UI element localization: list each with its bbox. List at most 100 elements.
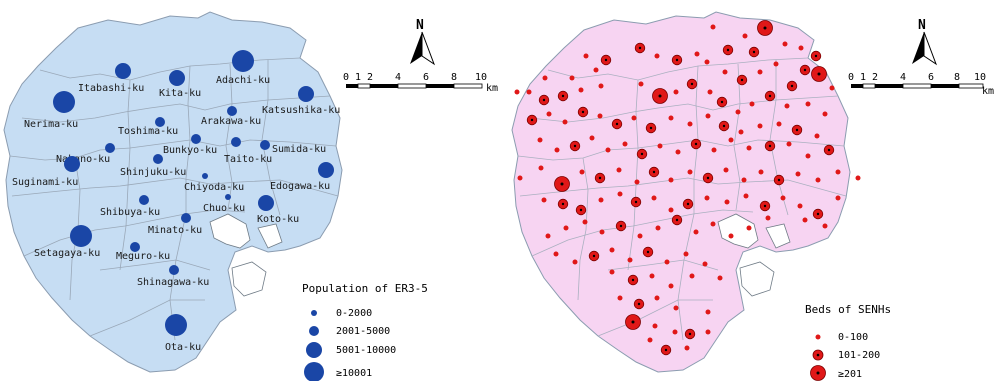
senh-symbol-core [649,126,653,130]
senh-symbol [694,51,700,57]
senh-symbol [822,223,828,229]
symbol-itabashi [115,63,131,79]
scale-tick-4: 4 [395,72,401,83]
senh-symbol-core [579,208,583,212]
senh-symbol-core [694,142,698,146]
senh-symbol [605,147,611,153]
senh-symbol [797,203,803,209]
legend-symbol-10001-plus [304,362,324,382]
scale-tick-6: 6 [423,72,429,83]
senh-symbol [689,273,695,279]
senh-symbol [717,275,723,281]
senh-symbol [545,233,551,239]
senh-symbol-core [631,320,635,324]
senh-symbol [616,167,622,173]
senh-symbol [773,61,779,67]
north-arrow-right: N [912,18,938,66]
senh-symbol [638,81,644,87]
senh-symbol [554,147,560,153]
symbol-kita [169,70,185,86]
senh-symbol [673,305,679,311]
senh-symbol [609,269,615,275]
senh-symbol [795,171,801,177]
senh-symbol-core [634,200,638,204]
senh-symbol-core [604,58,608,62]
label-nerima: Nerima-ku [24,119,78,130]
senh-symbol [723,167,729,173]
senh-symbol [722,69,728,75]
senh-symbol [687,169,693,175]
senh-symbol [546,111,552,117]
senh-symbol-core [664,348,668,352]
senh-symbol-core [752,50,756,54]
ward-boundaries-right [517,57,847,341]
senh-symbol-core [722,124,726,128]
legend-symbol-5001-10000 [306,342,322,358]
senh-symbol [765,215,771,221]
label-arakawa: Arakawa-ku [201,116,261,127]
population-legend: Population of ER3-5 0-2000 2001-5000 500… [302,282,428,382]
legend-label-2001-5000: 2001-5000 [336,326,390,337]
legend-label-0-2000: 0-2000 [336,308,372,319]
senh-symbol-core [652,170,656,174]
senh-symbol-core [803,68,807,72]
senh-symbol [541,197,547,203]
senh-symbol [829,85,835,91]
label-sumida: Sumida-ku [272,144,326,155]
tokyo-wards-outline-left [3,11,343,373]
senh-symbol-core [560,182,564,186]
legend-label-201-plus: ≥201 [838,369,862,380]
senh-symbol-core [768,94,772,98]
senh-symbol-core [638,46,642,50]
scale-bar-left: 0 1 2 4 6 8 10 km [343,72,498,94]
scale-right-tick-6: 6 [928,72,934,83]
senh-symbol [578,87,584,93]
senh-symbol [649,273,655,279]
senh-symbol [582,219,588,225]
senh-symbol [598,197,604,203]
senh-symbol [668,177,674,183]
scale-right-tick-2: 2 [872,72,878,83]
senh-symbol [749,101,755,107]
senh-symbol-core [827,148,831,152]
senh-symbol [693,229,699,235]
legend-symbol-101-200-core [816,353,820,357]
symbol-adachi [232,50,254,72]
senh-symbol [597,113,603,119]
senh-symbol [634,179,640,185]
senh-symbol [579,169,585,175]
label-setagaya: Setagaya-ku [34,248,100,259]
senh-symbol [798,45,804,51]
right-map: Beds of SENHs 0-100 101-200 ≥201 N 0 1 [511,11,994,381]
senh-symbol-core [615,122,619,126]
senh-symbol [780,195,786,201]
senh-symbol-core [720,100,724,104]
symbol-sumida [260,140,270,150]
senh-symbol [705,309,711,315]
senh-symbol [617,191,623,197]
senh-symbol-core [777,178,781,182]
senh-symbol [802,217,808,223]
scale-tick-1: 1 [355,72,361,83]
senh-symbol-core [816,212,820,216]
label-koto: Koto-ku [257,214,299,225]
senh-symbol [711,147,717,153]
north-label-right: N [918,18,926,33]
senh-symbol-core [675,218,679,222]
legend-label-101-200: 101-200 [838,350,880,361]
label-chuo: Chuo-ku [203,203,245,214]
senh-symbol [784,103,790,109]
senh-symbol [805,101,811,107]
senh-symbol [735,109,741,115]
label-toshima: Toshima-ku [118,126,178,137]
senh-symbol [835,195,841,201]
legend-symbol-0-2000 [311,310,317,316]
senh-symbol [758,169,764,175]
senh-symbol [704,59,710,65]
senh-symbol-core [598,176,602,180]
senh-symbol [738,129,744,135]
scale-tick-2: 2 [367,72,373,83]
senh-symbol-core [706,176,710,180]
legend-label-10001-plus: ≥10001 [336,368,372,379]
senh-symbol-core [561,202,565,206]
